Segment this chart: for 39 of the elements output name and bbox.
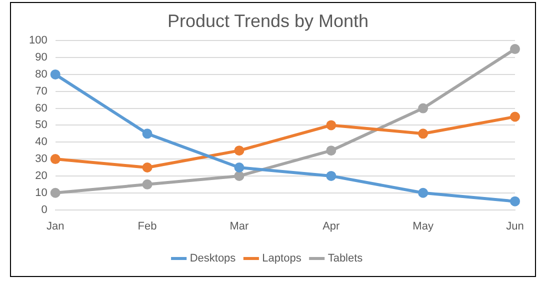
y-tick-label: 40 [35, 136, 48, 148]
x-tick-label: Jun [506, 220, 524, 232]
y-tick-label: 60 [35, 102, 48, 114]
point [234, 170, 244, 181]
point [326, 146, 336, 156]
point [50, 69, 60, 80]
point [142, 179, 152, 190]
y-tick-label: 80 [35, 68, 48, 80]
point [326, 170, 336, 181]
point [326, 120, 336, 130]
chart-title: Product Trends by Month [167, 10, 369, 31]
y-tick-label: 30 [35, 153, 48, 166]
x-tick-label: Feb [138, 220, 157, 232]
y-tick-label: 100 [28, 34, 48, 47]
x-tick-label: May [412, 220, 434, 232]
point [234, 146, 244, 156]
point [510, 196, 520, 206]
legend-label: Tablets [328, 252, 364, 265]
y-tick-label: 50 [35, 119, 48, 132]
point [418, 188, 428, 198]
legend-label: Desktops [190, 252, 236, 265]
point [142, 128, 152, 139]
x-tick-label: Mar [230, 220, 250, 232]
point [234, 162, 244, 172]
point [142, 162, 152, 172]
point [510, 112, 520, 122]
y-tick-label: 70 [35, 85, 48, 98]
y-tick-label: 20 [35, 170, 48, 182]
point [418, 103, 428, 114]
point [510, 44, 520, 54]
x-tick-label: Apr [322, 220, 340, 232]
point [418, 128, 428, 139]
point [50, 154, 60, 164]
y-tick-label: 90 [35, 52, 48, 64]
point [50, 188, 60, 198]
x-tick-label: Jan [46, 220, 64, 232]
y-tick-label: 10 [35, 186, 48, 199]
y-tick-label: 0 [41, 204, 48, 216]
legend-label: Laptops [262, 252, 302, 265]
